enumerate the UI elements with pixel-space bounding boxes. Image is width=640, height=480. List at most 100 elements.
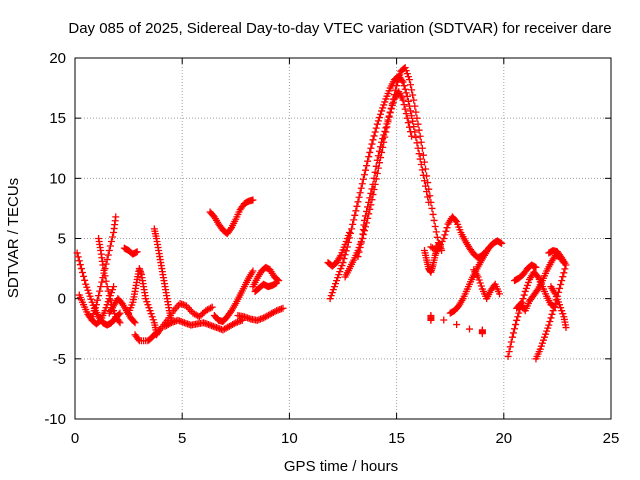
data-point bbox=[427, 312, 435, 320]
data-point bbox=[81, 276, 89, 284]
data-point bbox=[145, 336, 153, 344]
data-point bbox=[88, 313, 96, 321]
data-point bbox=[373, 156, 381, 164]
data-point bbox=[405, 76, 413, 84]
data-layer bbox=[73, 64, 570, 363]
data-point bbox=[84, 286, 92, 294]
data-point bbox=[354, 198, 362, 206]
data-point bbox=[548, 310, 556, 318]
series-track-aa bbox=[532, 247, 570, 363]
data-point bbox=[352, 207, 360, 215]
data-point bbox=[331, 280, 339, 288]
data-point bbox=[521, 287, 529, 295]
data-point bbox=[349, 220, 357, 228]
data-point bbox=[116, 319, 124, 327]
data-point bbox=[422, 165, 430, 173]
data-point bbox=[335, 271, 343, 279]
data-point bbox=[381, 127, 389, 135]
data-point bbox=[543, 327, 551, 335]
data-point bbox=[336, 268, 344, 276]
data-point bbox=[420, 158, 428, 166]
series-track-u bbox=[427, 213, 491, 262]
data-point bbox=[402, 67, 410, 75]
x-tick-label: 5 bbox=[178, 430, 186, 447]
data-point bbox=[338, 262, 346, 270]
data-point bbox=[389, 98, 397, 106]
data-point bbox=[423, 172, 431, 180]
data-point bbox=[372, 162, 380, 170]
data-point bbox=[426, 192, 434, 200]
data-point bbox=[394, 78, 402, 86]
data-point bbox=[226, 225, 234, 233]
series-track-m bbox=[234, 304, 287, 324]
data-point bbox=[556, 301, 564, 309]
data-point bbox=[356, 189, 364, 197]
data-point bbox=[366, 148, 374, 156]
data-point bbox=[524, 278, 532, 286]
data-point bbox=[399, 96, 407, 104]
data-point bbox=[106, 242, 114, 250]
data-point bbox=[401, 85, 409, 93]
data-point bbox=[386, 108, 394, 116]
data-point bbox=[107, 238, 115, 246]
data-point bbox=[249, 196, 257, 204]
data-point bbox=[355, 248, 363, 256]
data-point bbox=[130, 318, 138, 326]
data-point bbox=[415, 126, 423, 134]
data-point bbox=[431, 222, 439, 230]
data-point bbox=[368, 140, 376, 148]
data-point bbox=[360, 216, 368, 224]
data-point bbox=[413, 114, 421, 122]
data-point bbox=[359, 175, 367, 183]
axis-ticks: 0 5 10 15 20 25 -10 -5 0 5 10 15 20 bbox=[44, 50, 619, 447]
data-point bbox=[354, 253, 362, 261]
data-point bbox=[505, 348, 513, 356]
data-point bbox=[370, 132, 378, 140]
series-track-s bbox=[354, 88, 416, 261]
data-point bbox=[340, 255, 348, 263]
data-point bbox=[409, 91, 417, 99]
data-point bbox=[98, 278, 106, 286]
series-track-f bbox=[120, 244, 141, 258]
data-point bbox=[92, 301, 100, 309]
x-tick-label: 15 bbox=[388, 430, 405, 447]
data-point bbox=[103, 256, 111, 264]
data-point bbox=[409, 117, 417, 125]
data-point bbox=[75, 257, 83, 265]
data-point bbox=[418, 166, 426, 174]
data-point bbox=[545, 321, 553, 329]
data-point bbox=[77, 265, 85, 273]
data-point bbox=[149, 316, 157, 324]
data-point bbox=[424, 179, 432, 187]
data-point bbox=[82, 280, 90, 288]
data-point bbox=[533, 272, 541, 280]
data-point bbox=[375, 114, 383, 122]
data-point bbox=[79, 268, 87, 276]
data-point bbox=[377, 110, 385, 118]
data-point bbox=[402, 89, 410, 97]
data-point bbox=[88, 298, 96, 306]
data-point bbox=[546, 318, 554, 326]
data-point bbox=[366, 194, 374, 202]
data-point bbox=[102, 277, 110, 285]
data-point bbox=[437, 241, 445, 249]
data-point bbox=[147, 310, 155, 318]
data-point bbox=[365, 153, 373, 161]
data-point bbox=[377, 143, 385, 151]
data-point bbox=[536, 345, 544, 353]
data-point bbox=[365, 198, 373, 206]
data-point bbox=[371, 128, 379, 136]
data-point bbox=[476, 279, 484, 287]
data-point bbox=[334, 274, 342, 282]
data-point bbox=[396, 71, 404, 79]
data-point bbox=[537, 342, 545, 350]
data-point bbox=[404, 119, 412, 127]
y-tick-label: 20 bbox=[49, 50, 66, 67]
data-point bbox=[538, 339, 546, 347]
data-point bbox=[90, 307, 98, 315]
data-point bbox=[375, 147, 383, 155]
data-point bbox=[405, 123, 413, 131]
data-point bbox=[109, 286, 117, 294]
data-point bbox=[443, 224, 451, 232]
